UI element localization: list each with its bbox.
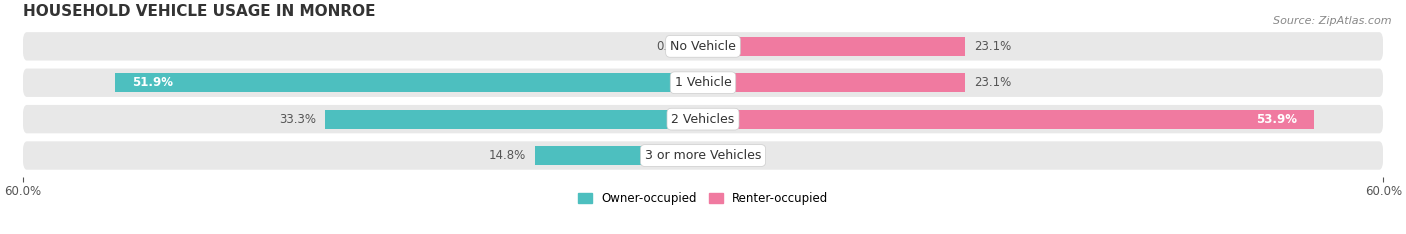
FancyBboxPatch shape	[22, 32, 1384, 61]
Text: 1 Vehicle: 1 Vehicle	[675, 76, 731, 89]
Text: 2 Vehicles: 2 Vehicles	[672, 113, 734, 126]
Bar	[703, 110, 1315, 129]
Text: No Vehicle: No Vehicle	[671, 40, 735, 53]
Text: 0.0%: 0.0%	[720, 149, 749, 162]
Bar	[325, 110, 703, 129]
Text: 14.8%: 14.8%	[489, 149, 526, 162]
Text: 53.9%: 53.9%	[1256, 113, 1298, 126]
FancyBboxPatch shape	[22, 105, 1384, 133]
Bar	[703, 37, 965, 56]
Text: HOUSEHOLD VEHICLE USAGE IN MONROE: HOUSEHOLD VEHICLE USAGE IN MONROE	[22, 4, 375, 19]
Text: 33.3%: 33.3%	[280, 113, 316, 126]
Text: 23.1%: 23.1%	[974, 76, 1011, 89]
Text: 3 or more Vehicles: 3 or more Vehicles	[645, 149, 761, 162]
FancyBboxPatch shape	[22, 141, 1384, 170]
Text: 51.9%: 51.9%	[132, 76, 173, 89]
FancyBboxPatch shape	[22, 69, 1384, 97]
Text: 23.1%: 23.1%	[974, 40, 1011, 53]
Bar	[703, 73, 965, 92]
Text: Source: ZipAtlas.com: Source: ZipAtlas.com	[1274, 16, 1392, 26]
Bar	[536, 146, 703, 165]
Legend: Owner-occupied, Renter-occupied: Owner-occupied, Renter-occupied	[578, 192, 828, 205]
Bar	[114, 73, 703, 92]
Text: 0.0%: 0.0%	[657, 40, 686, 53]
